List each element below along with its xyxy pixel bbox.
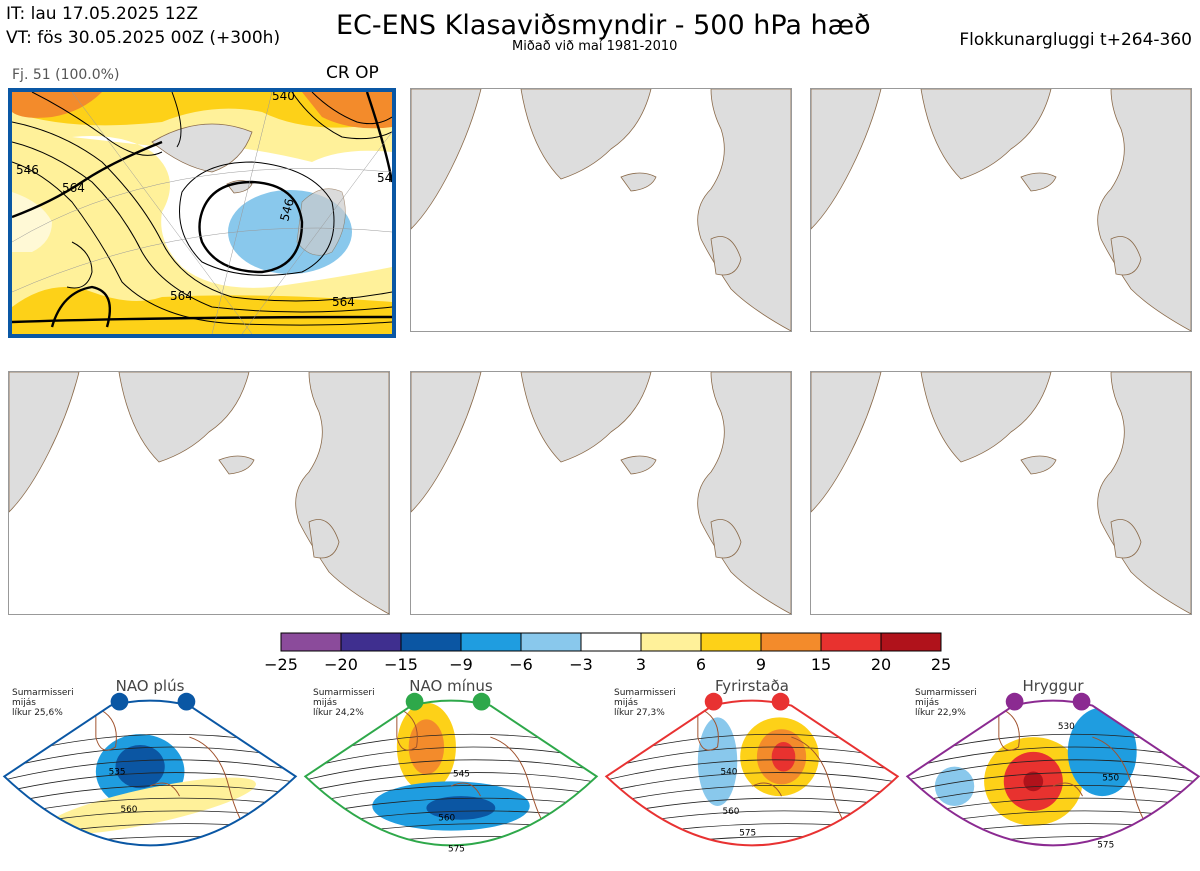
regime-map: 540 560 575 [604, 692, 900, 847]
regime-note-line: líkur 22,9% [915, 708, 966, 718]
regime-note-line: líkur 24,2% [313, 708, 364, 718]
cluster-map-4[interactable] [8, 371, 390, 615]
regime-map: 535 560 [2, 692, 298, 847]
regime-contour-label: 545 [453, 769, 470, 779]
colorbar-cell [640, 632, 702, 652]
colorbar-tick-label: 15 [810, 655, 832, 674]
regime-contour-label: 540 [720, 767, 737, 777]
colorbar-cell [280, 632, 342, 652]
regime-marker [177, 692, 196, 711]
regime-title: Hryggur [1022, 677, 1084, 695]
cluster-map-1[interactable]: 546 564 564 546 564 546 540 [8, 88, 396, 338]
regime-contour-label: 535 [109, 767, 126, 777]
colorbar-cell [400, 632, 462, 652]
regime-contour-label: 575 [1097, 840, 1114, 850]
regime-map: 545 560 575 [303, 692, 599, 854]
regime-title: NAO plús [115, 677, 185, 695]
contour-label: 564 [332, 295, 355, 309]
colorbar-cell [340, 632, 402, 652]
classification-window: Flokkunargluggi t+264-360 [959, 30, 1192, 50]
regime-note-line: Sumarmisseri [915, 688, 977, 698]
regime-marker [704, 692, 723, 711]
contour-label: 564 [170, 289, 193, 303]
cluster-tag: CR OP [326, 63, 379, 83]
regime-note-line: Sumarmisseri [614, 688, 676, 698]
colorbar-tick-label: −6 [509, 655, 533, 674]
regime-marker [405, 692, 424, 711]
regime-note-line: mijás [915, 698, 939, 708]
regime-contour-label: 560 [438, 814, 455, 824]
regime-map: 530 550 575 [905, 692, 1200, 850]
regime-contour-label: 550 [1102, 773, 1119, 783]
regime-note-line: líkur 25,6% [12, 708, 63, 718]
anomaly-map-svg: 546 564 564 546 564 546 540 [12, 92, 392, 334]
regime-marker [1072, 692, 1091, 711]
regime-note-line: mijás [313, 698, 337, 708]
regime-marker [1005, 692, 1024, 711]
colorbar-tick-label: 20 [870, 655, 892, 674]
cluster-map-2[interactable] [410, 88, 792, 332]
colorbar-tick-label: 6 [695, 655, 707, 674]
cluster-map-3[interactable] [810, 88, 1192, 332]
regime-note-line: líkur 27,3% [614, 708, 665, 718]
regime-contour-label: 575 [739, 829, 756, 839]
contour-label: 564 [62, 181, 85, 195]
colorbar-cell [820, 632, 882, 652]
regime-marker [110, 692, 129, 711]
member-count-label: Fj. 51 (100.0%) [12, 67, 120, 83]
empty-map-svg [411, 89, 791, 331]
page-title: EC-ENS Klasaviðsmyndir - 500 hPa hæð [336, 10, 871, 41]
page-subtitle: Miðað við maí 1981-2010 [512, 39, 678, 54]
colorbar-cell [460, 632, 522, 652]
regime-contour-label: 560 [722, 807, 739, 817]
regime-note: Sumarmisseri mijás líkur 24,2% [313, 688, 375, 718]
regime-note: Sumarmisseri mijás líkur 25,6% [12, 688, 74, 718]
empty-map-svg [411, 372, 791, 614]
colorbar-tick-label: −3 [569, 655, 593, 674]
contour-label: 546 [277, 197, 296, 223]
contour-label: 546 [16, 163, 39, 177]
regime-contour-label: 530 [1058, 722, 1075, 732]
colorbar-tick-label: 9 [755, 655, 767, 674]
empty-map-svg [811, 372, 1191, 614]
empty-map-svg [811, 89, 1191, 331]
contour-label: 540 [272, 92, 295, 103]
valid-time: VT: fös 30.05.2025 00Z (+300h) [6, 28, 281, 48]
colorbar-tick-label: −15 [384, 655, 418, 674]
empty-map-svg [9, 372, 389, 614]
regime-note-line: Sumarmisseri [313, 688, 375, 698]
colorbar-cell [520, 632, 582, 652]
colorbar-tick-label: −25 [264, 655, 298, 674]
cluster-map-6[interactable] [810, 371, 1192, 615]
regime-marker [472, 692, 491, 711]
colorbar-cell [580, 632, 642, 652]
regime-note-line: mijás [614, 698, 638, 708]
colorbar [280, 632, 942, 652]
colorbar-tick-label: −20 [324, 655, 358, 674]
regime-title: NAO mínus [409, 677, 493, 695]
cluster-map-5[interactable] [410, 371, 792, 615]
regime-contour-label: 575 [448, 844, 465, 854]
colorbar-tick-label: 3 [635, 655, 647, 674]
regime-note: Sumarmisseri mijás líkur 27,3% [614, 688, 676, 718]
regime-title: Fyrirstaða [715, 677, 789, 695]
colorbar-cell [700, 632, 762, 652]
colorbar-tick-label: 25 [930, 655, 952, 674]
initial-time: IT: lau 17.05.2025 12Z [6, 4, 198, 24]
regime-note-line: Sumarmisseri [12, 688, 74, 698]
colorbar-tick-label: −9 [449, 655, 473, 674]
regime-note: Sumarmisseri mijás líkur 22,9% [915, 688, 977, 718]
regime-marker [771, 692, 790, 711]
colorbar-cell [760, 632, 822, 652]
regime-contour-label: 560 [120, 805, 137, 815]
contour-label: 546 [377, 171, 392, 185]
colorbar-cell [880, 632, 942, 652]
regime-note-line: mijás [12, 698, 36, 708]
